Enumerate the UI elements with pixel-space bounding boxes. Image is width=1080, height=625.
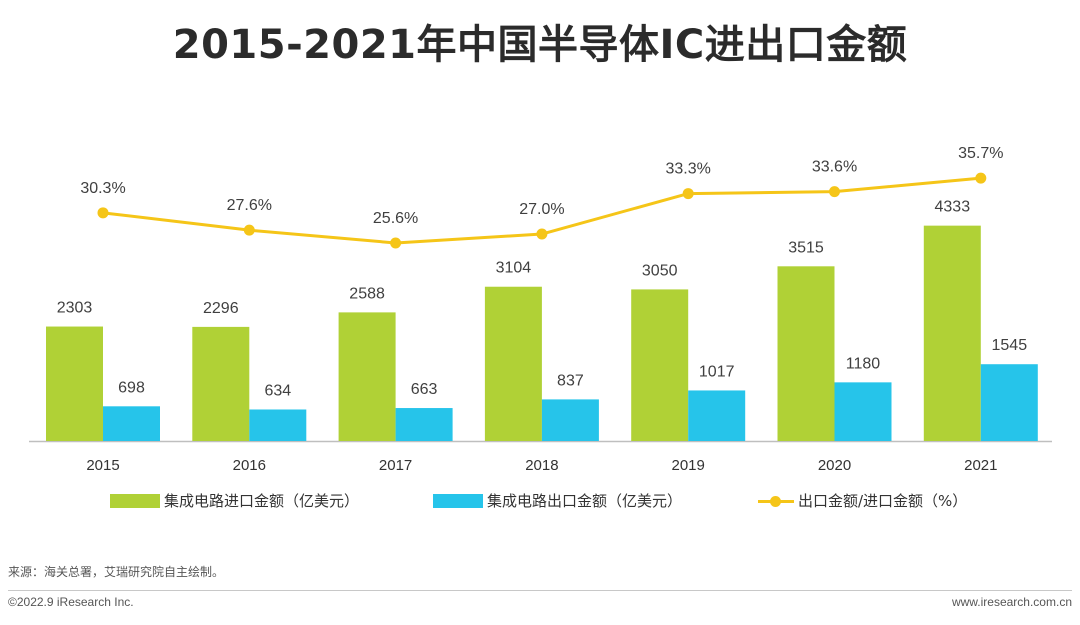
legend-swatch-import [110, 493, 160, 508]
data-label-export: 634 [264, 382, 291, 399]
chart-canvas: 2303 698 2015 2296 634 2016 2588 663 2017 3104 837… [29, 145, 1052, 474]
data-label-import: 2303 [57, 300, 93, 317]
source-note: 来源：海关总署，艾瑞研究院自主绘制。 [8, 565, 225, 579]
x-tick-label: 2018 [525, 457, 558, 474]
legend-item-ratio: 出口金额/进口金额（%） [758, 490, 967, 511]
data-label-export: 1180 [846, 355, 881, 372]
bar-export [249, 409, 307, 441]
footer-divider [8, 590, 1072, 591]
legend-label-import: 集成电路进口金额（亿美元） [164, 492, 360, 510]
legend-label-ratio: 出口金额/进口金额（%） [798, 492, 968, 510]
bar-import [338, 312, 396, 441]
point-ratio [536, 228, 548, 240]
chart-legend: 集成电路进口金额（亿美元） 集成电路出口金额（亿美元） 出口金额/进口金额（%） [0, 490, 1080, 514]
x-tick-label: 2016 [233, 457, 266, 474]
data-label-import: 3515 [788, 239, 824, 256]
bar-import [923, 225, 981, 441]
x-tick-label: 2017 [379, 457, 412, 474]
bar-export [395, 408, 453, 441]
data-label-import: 2296 [203, 300, 239, 317]
data-label-import: 3050 [642, 262, 678, 279]
website-link[interactable]: www.iresearch.com.cn [951, 595, 1072, 609]
legend-line-marker-ratio [758, 494, 794, 508]
data-label-import: 2588 [349, 285, 385, 302]
point-ratio [975, 172, 987, 184]
legend-swatch-export [433, 493, 483, 508]
bar-export [834, 382, 892, 441]
data-label-export: 663 [411, 381, 438, 398]
data-label-import: 3104 [496, 260, 532, 277]
bar-export [103, 406, 160, 441]
point-ratio [390, 237, 402, 249]
point-ratio [97, 207, 109, 219]
data-label-export: 1017 [699, 363, 735, 380]
point-ratio [829, 186, 840, 198]
data-label-ratio: 25.6% [373, 210, 418, 227]
bar-export [688, 390, 746, 441]
data-label-ratio: 33.6% [812, 159, 857, 176]
legend-item-export: 集成电路出口金额（亿美元） [433, 490, 682, 511]
x-tick-label: 2020 [818, 457, 851, 474]
point-ratio [682, 188, 694, 200]
bar-import [631, 289, 689, 441]
copyright-text: ©2022.9 iResearch Inc. [8, 595, 134, 609]
legend-item-import: 集成电路进口金额（亿美元） [110, 490, 359, 511]
data-label-export: 837 [557, 372, 584, 389]
bar-import [777, 266, 835, 441]
x-tick-label: 2021 [964, 457, 997, 474]
x-tick-label: 2015 [86, 457, 119, 474]
point-ratio [243, 224, 255, 236]
data-label-ratio: 35.7% [958, 145, 1003, 162]
bar-import [46, 326, 103, 441]
chart-title: 2015-2021年中国半导体IC进出口金额 [172, 22, 908, 68]
data-label-ratio: 27.6% [227, 197, 272, 214]
bar-export [980, 364, 1038, 441]
bar-import [192, 326, 250, 441]
bar-export [541, 399, 599, 441]
data-label-ratio: 33.3% [666, 161, 711, 178]
data-label-export: 1545 [992, 337, 1028, 354]
data-label-import: 4333 [935, 199, 971, 216]
bar-import [484, 286, 542, 441]
data-label-ratio: 27.0% [519, 201, 564, 218]
legend-label-export: 集成电路出口金额（亿美元） [487, 492, 683, 510]
x-tick-label: 2019 [672, 457, 705, 474]
data-label-export: 698 [118, 379, 145, 396]
data-label-ratio: 30.3% [80, 180, 125, 197]
